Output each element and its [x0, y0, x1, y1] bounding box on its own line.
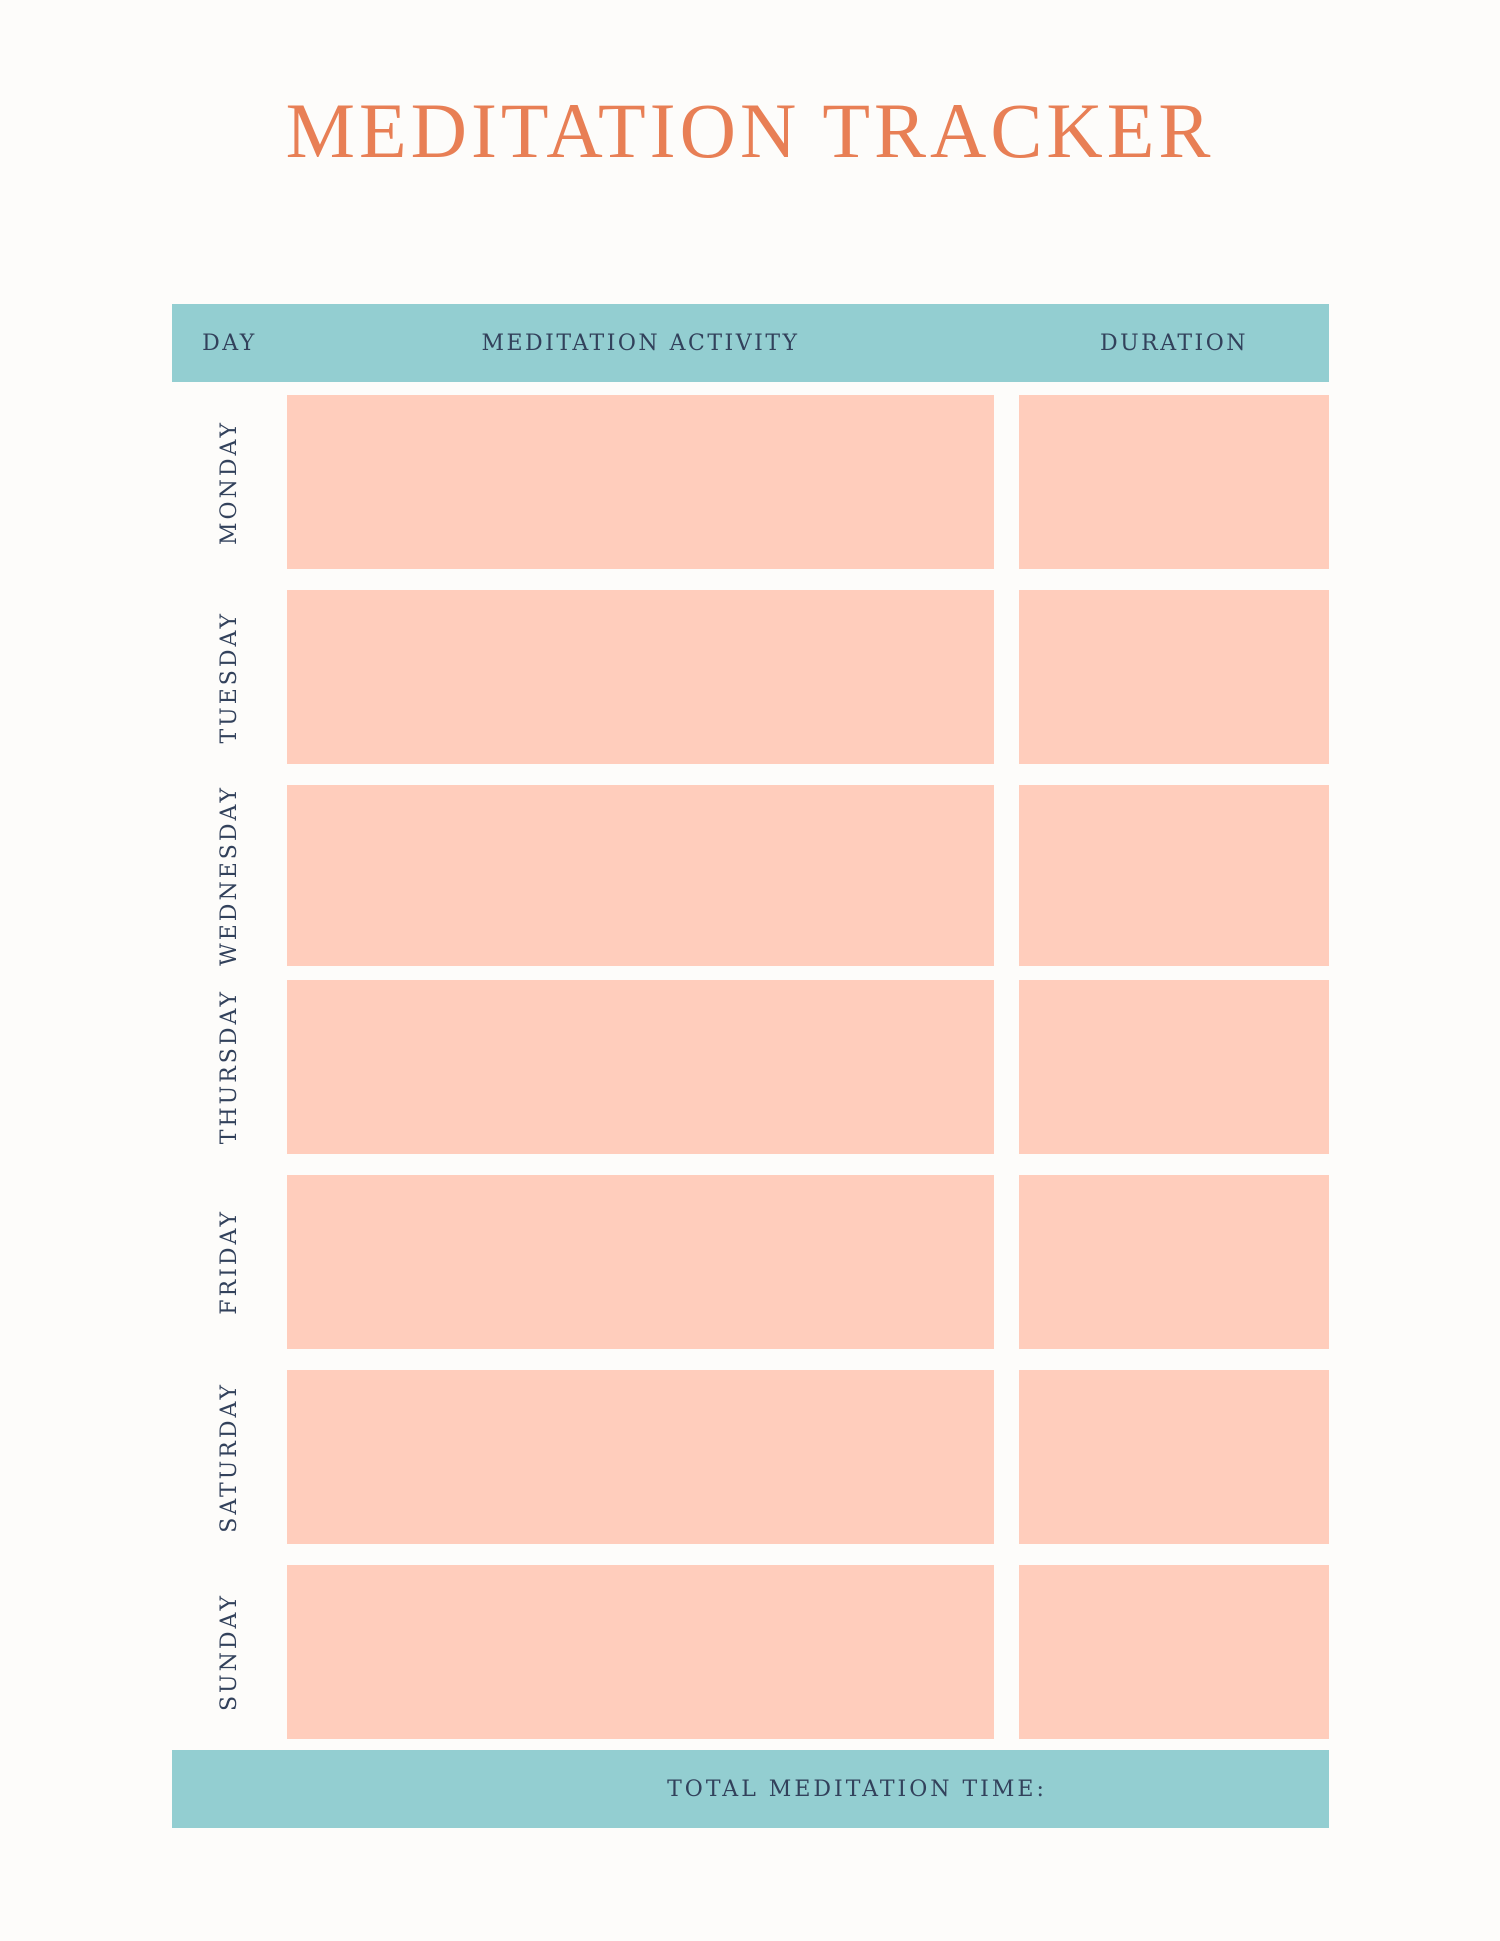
table-row-saturday: SATURDAY [172, 1370, 1329, 1544]
day-label-sunday: SUNDAY [217, 1592, 242, 1712]
day-cell: FRIDAY [172, 1175, 287, 1349]
day-cell: THURSDAY [172, 980, 287, 1154]
table-header-band: DAY MEDITATION ACTIVITY DURATION [172, 304, 1329, 382]
activity-cell-sunday[interactable] [287, 1565, 994, 1739]
table-row-friday: FRIDAY [172, 1175, 1329, 1349]
table-row-thursday: THURSDAY [172, 980, 1329, 1154]
activity-cell-thursday[interactable] [287, 980, 994, 1154]
day-cell: TUESDAY [172, 590, 287, 764]
duration-cell-wednesday[interactable] [1019, 785, 1329, 966]
activity-cell-tuesday[interactable] [287, 590, 994, 764]
column-header-duration: DURATION [1099, 330, 1249, 356]
day-cell: MONDAY [172, 395, 287, 569]
page-title: MEDITATION TRACKER [285, 87, 1215, 174]
day-label-thursday: THURSDAY [217, 989, 242, 1145]
duration-cell-tuesday[interactable] [1019, 590, 1329, 764]
duration-cell-saturday[interactable] [1019, 1370, 1329, 1544]
total-band: TOTAL MEDITATION TIME: [172, 1750, 1329, 1828]
day-cell: SUNDAY [172, 1565, 287, 1739]
column-gap [994, 1565, 1019, 1739]
column-gap [994, 1370, 1019, 1544]
column-gap [994, 1175, 1019, 1349]
activity-cell-friday[interactable] [287, 1175, 994, 1349]
column-gap [994, 590, 1019, 764]
table-row-wednesday: WEDNESDAY [172, 785, 1329, 966]
table-rows: MONDAY TUESDAY WEDNESDAY [172, 395, 1329, 1739]
total-meditation-time-label: TOTAL MEDITATION TIME: [667, 1776, 1047, 1802]
day-cell: SATURDAY [172, 1370, 287, 1544]
day-cell: WEDNESDAY [172, 785, 287, 966]
duration-cell-monday[interactable] [1019, 395, 1329, 569]
column-header-activity: MEDITATION ACTIVITY [481, 330, 800, 356]
tracker-table: DAY MEDITATION ACTIVITY DURATION MONDAY … [172, 304, 1329, 1828]
duration-cell-friday[interactable] [1019, 1175, 1329, 1349]
table-row-monday: MONDAY [172, 395, 1329, 569]
day-label-wednesday: WEDNESDAY [217, 785, 242, 966]
day-label-saturday: SATURDAY [217, 1381, 242, 1533]
activity-cell-saturday[interactable] [287, 1370, 994, 1544]
activity-cell-monday[interactable] [287, 395, 994, 569]
day-label-friday: FRIDAY [217, 1209, 242, 1315]
column-gap [994, 395, 1019, 569]
table-row-tuesday: TUESDAY [172, 590, 1329, 764]
column-header-day: DAY [202, 330, 257, 356]
table-row-sunday: SUNDAY [172, 1565, 1329, 1739]
day-label-monday: MONDAY [217, 419, 242, 545]
activity-cell-wednesday[interactable] [287, 785, 994, 966]
column-gap [994, 785, 1019, 966]
day-label-tuesday: TUESDAY [217, 610, 242, 744]
duration-cell-thursday[interactable] [1019, 980, 1329, 1154]
duration-cell-sunday[interactable] [1019, 1565, 1329, 1739]
column-gap [994, 980, 1019, 1154]
